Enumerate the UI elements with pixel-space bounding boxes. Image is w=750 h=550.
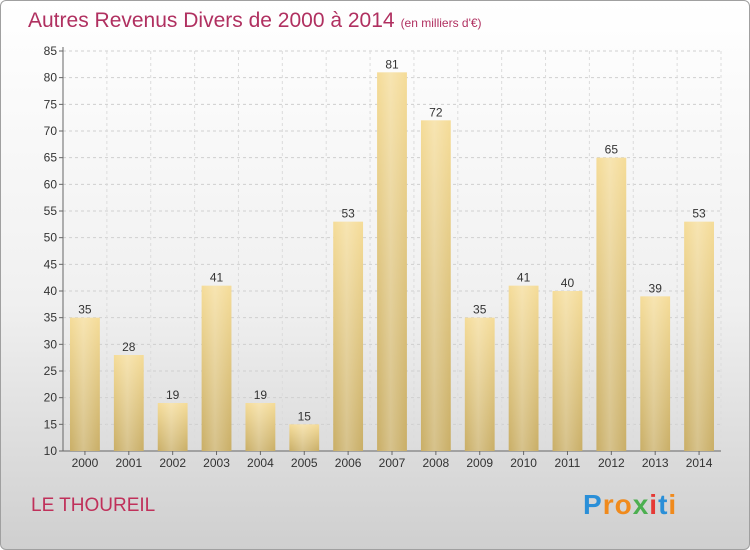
y-tick-label: 45 bbox=[44, 257, 58, 271]
commune-name: LE THOUREIL bbox=[31, 495, 156, 516]
logo-letter: t bbox=[658, 489, 669, 520]
x-tick-label: 2013 bbox=[642, 456, 669, 470]
bar-highlight bbox=[508, 285, 539, 451]
x-tick-label: 2014 bbox=[686, 456, 713, 470]
bar-highlight bbox=[289, 424, 320, 451]
bar-value-label: 41 bbox=[210, 271, 224, 285]
x-tick-label: 2000 bbox=[72, 456, 99, 470]
bar-highlight bbox=[333, 221, 364, 451]
bar-value-label: 72 bbox=[429, 105, 443, 119]
bar-value-label: 15 bbox=[298, 409, 312, 423]
y-tick-label: 65 bbox=[44, 151, 58, 165]
proxiti-logo: Proxiti bbox=[583, 489, 677, 521]
bar-highlight bbox=[552, 291, 583, 451]
title-unit: (en milliers d'€) bbox=[400, 16, 482, 30]
logo-letter: r bbox=[602, 489, 615, 520]
bar-highlight bbox=[420, 120, 451, 451]
logo-letter: P bbox=[583, 489, 603, 520]
y-tick-label: 50 bbox=[44, 231, 58, 245]
x-tick-label: 2009 bbox=[466, 456, 493, 470]
bar-value-label: 35 bbox=[78, 303, 92, 317]
x-tick-label: 2010 bbox=[510, 456, 537, 470]
y-tick-label: 55 bbox=[44, 204, 58, 218]
x-tick-label: 2003 bbox=[203, 456, 230, 470]
bar-value-label: 65 bbox=[605, 143, 619, 157]
bar-value-label: 35 bbox=[473, 303, 487, 317]
bar-highlight bbox=[245, 403, 276, 451]
bar-value-label: 28 bbox=[122, 340, 136, 354]
y-tick-label: 15 bbox=[44, 417, 58, 431]
bar-highlight bbox=[464, 317, 495, 451]
logo-letter: i bbox=[668, 489, 678, 520]
y-tick-label: 10 bbox=[44, 444, 58, 458]
logo-letter: o bbox=[614, 489, 633, 520]
bar-value-label: 81 bbox=[385, 57, 399, 71]
bar-value-label: 53 bbox=[341, 207, 355, 221]
bar-value-label: 53 bbox=[692, 207, 706, 221]
y-tick-label: 20 bbox=[44, 391, 58, 405]
x-tick-label: 2007 bbox=[379, 456, 406, 470]
x-tick-label: 2012 bbox=[598, 456, 625, 470]
x-tick-label: 2006 bbox=[335, 456, 362, 470]
x-tick-label: 2011 bbox=[555, 456, 581, 470]
y-tick-label: 40 bbox=[44, 284, 58, 298]
x-tick-label: 2002 bbox=[159, 456, 186, 470]
bar-value-label: 40 bbox=[561, 276, 575, 290]
y-tick-label: 75 bbox=[44, 97, 58, 111]
y-tick-label: 30 bbox=[44, 337, 58, 351]
y-tick-label: 70 bbox=[44, 124, 58, 138]
bar-highlight bbox=[377, 72, 407, 451]
logo-letter: x bbox=[632, 489, 650, 520]
bar-highlight bbox=[201, 285, 232, 451]
y-tick-label: 60 bbox=[44, 177, 58, 191]
labels: 10 15 20 25 30 35 40 45 50 55 60 65 70 75 80 85 35 2000 28… bbox=[44, 44, 713, 470]
x-tick-label: 2005 bbox=[291, 456, 318, 470]
bar-value-label: 19 bbox=[166, 388, 180, 402]
bar-value-label: 19 bbox=[254, 388, 268, 402]
chart-title: Autres Revenus Divers de 2000 à 2014 (en … bbox=[28, 9, 482, 33]
x-tick-label: 2001 bbox=[115, 456, 142, 470]
x-tick-label: 2004 bbox=[247, 456, 274, 470]
bars bbox=[70, 72, 714, 451]
logo-letter: i bbox=[649, 489, 659, 520]
title-text: Autres Revenus Divers de 2000 à 2014 bbox=[28, 9, 395, 32]
bar-highlight bbox=[113, 355, 144, 451]
bar-highlight bbox=[596, 157, 627, 451]
bar-highlight bbox=[157, 403, 188, 451]
bar-highlight bbox=[640, 296, 671, 451]
y-tick-label: 85 bbox=[44, 44, 58, 58]
y-tick-label: 25 bbox=[44, 364, 58, 378]
bar-highlight bbox=[684, 221, 714, 451]
bar-value-label: 41 bbox=[517, 271, 531, 285]
y-tick-label: 80 bbox=[44, 71, 58, 85]
bar-highlight bbox=[70, 317, 100, 451]
bar-value-label: 39 bbox=[649, 281, 663, 295]
x-tick-label: 2008 bbox=[423, 456, 450, 470]
y-tick-label: 35 bbox=[44, 311, 58, 325]
